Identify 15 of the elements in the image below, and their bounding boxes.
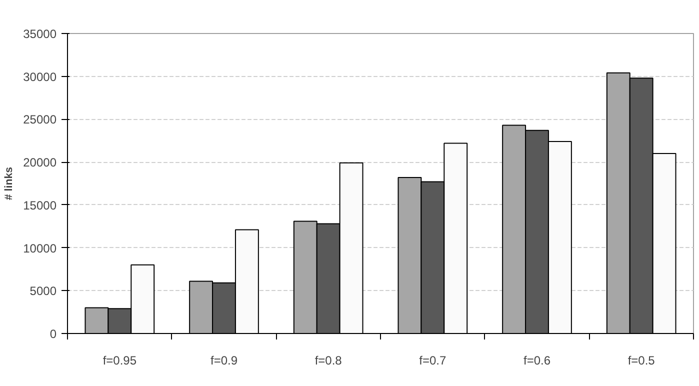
x-tick-label: f=0.9: [210, 354, 238, 368]
x-tick-label: f=0.5: [628, 354, 656, 368]
x-tick-label: f=0.6: [523, 354, 551, 368]
y-tick-label: 0: [50, 327, 57, 341]
y-tick-label: 15000: [23, 198, 57, 212]
y-axis-title: # links: [3, 166, 16, 200]
y-tick-label: 35000: [23, 27, 57, 41]
y-tick-label: 5000: [30, 284, 57, 298]
y-tick-label: 10000: [23, 241, 57, 256]
x-tick-label: f=0.8: [314, 354, 342, 368]
y-tick-label: 25000: [23, 112, 57, 127]
y-tick-label: 30000: [23, 70, 57, 84]
x-tick-label: f=0.7: [419, 354, 447, 368]
y-tick-label: 20000: [23, 156, 57, 170]
x-tick-label: f=0.95: [102, 354, 137, 368]
